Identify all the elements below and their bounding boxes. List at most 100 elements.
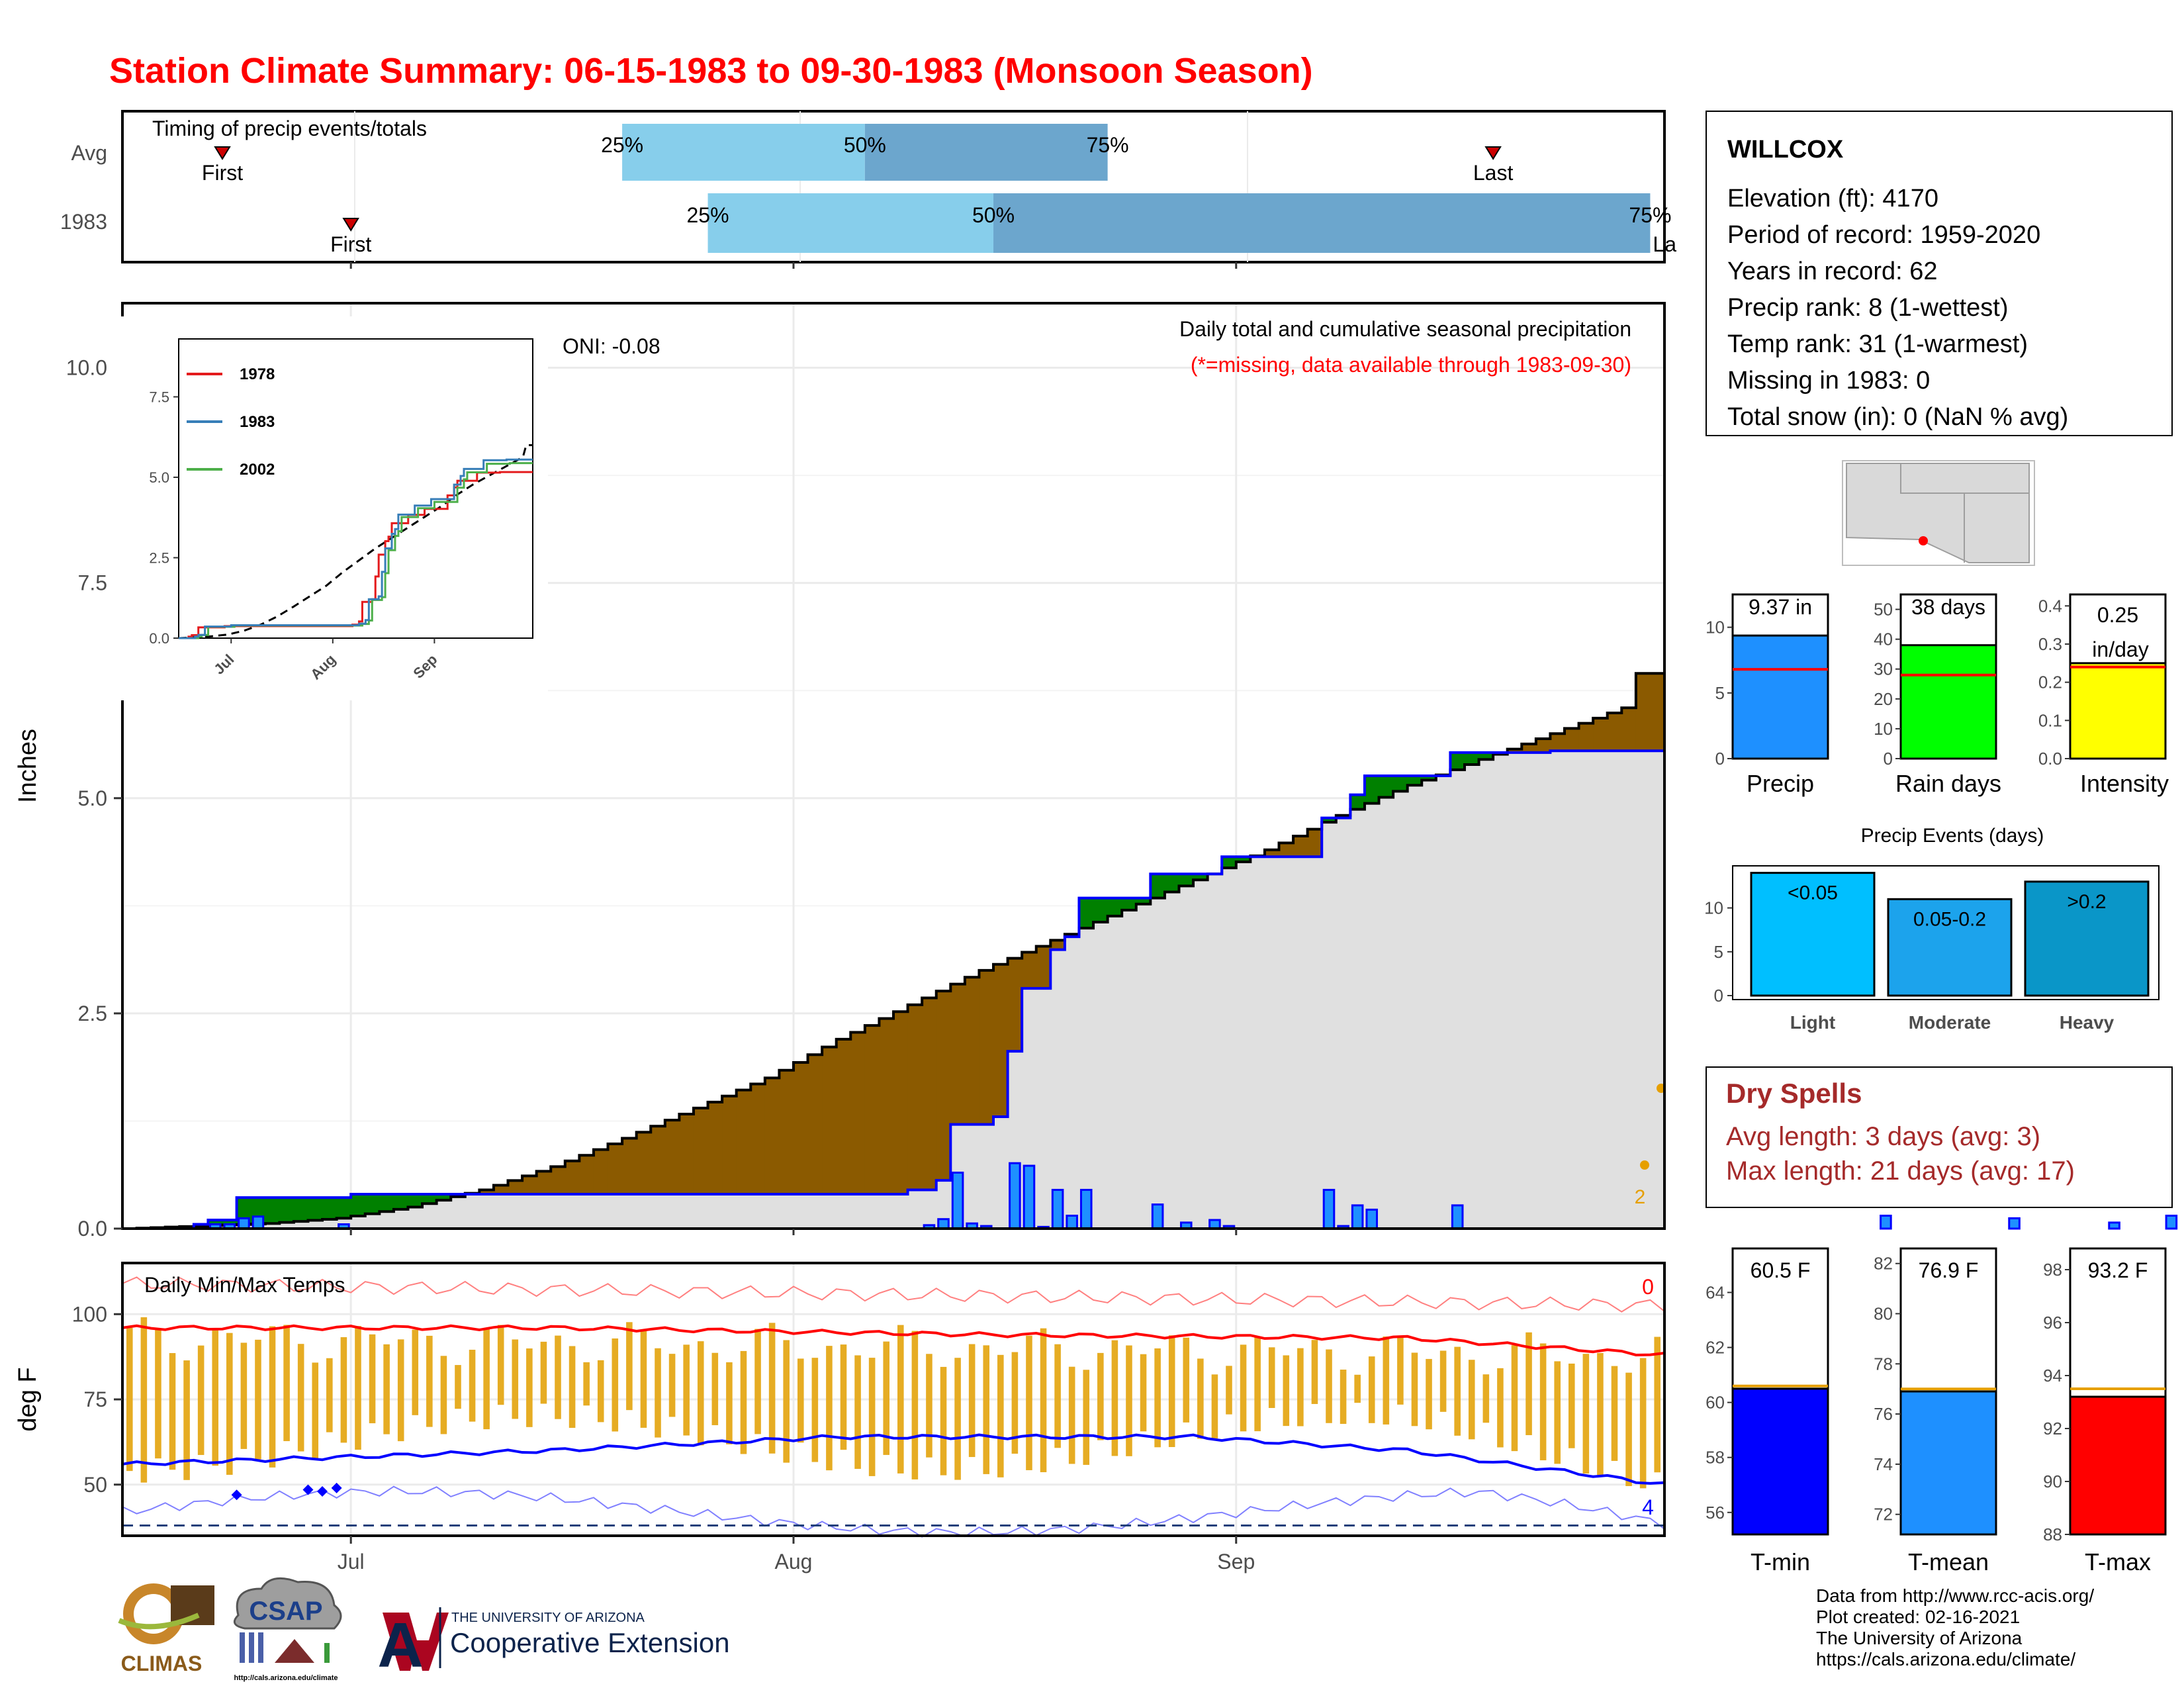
dry-spells-title: Dry Spells (1726, 1078, 1862, 1109)
summary-bar-tick-label: 10 (1874, 719, 1893, 739)
daily-temp-range-bar (369, 1334, 376, 1424)
temp-summary-bar (2069, 1395, 2167, 1536)
temp-summary-tick-label: 98 (2043, 1260, 2062, 1280)
precip-departure-area (993, 964, 1009, 1117)
cumulative-1983-line (122, 749, 1664, 1230)
precip-departure-area (1479, 752, 1494, 760)
daily-temp-range-bar (1226, 1366, 1232, 1415)
temp-summary-tick-label: 90 (2043, 1472, 2062, 1491)
precip-departure-area (1079, 898, 1094, 929)
temp-summary-value: 60.5 F (1751, 1258, 1811, 1282)
precip-departure-area (664, 1120, 680, 1194)
station-info-line: Period of record: 1959-2020 (1727, 221, 2040, 249)
daily-precip-bar (1365, 1208, 1379, 1230)
daily-temp-range-bar (1211, 1374, 1218, 1438)
temp-summary-tick-label: 92 (2043, 1419, 2062, 1438)
daily-temp-range-bar (840, 1344, 847, 1450)
daily-temp-range-bar (312, 1362, 319, 1459)
daily-temp-range-bar (397, 1339, 404, 1442)
events-title: Precip Events (days) (1861, 825, 2044, 847)
precip-departure-area (293, 1197, 309, 1222)
daily-temp-range-bar (183, 1360, 190, 1480)
precip-rank-marker (1640, 1160, 1649, 1170)
daily-temp-range-bar (1297, 1348, 1304, 1427)
precip-departure-area (1022, 952, 1037, 989)
precip-departure-area (950, 984, 966, 1125)
daily-temp-range-bar (1140, 1354, 1147, 1432)
summary-bar-tick-label: 50 (1874, 600, 1893, 620)
record-max-line (122, 1276, 1665, 1313)
daily-temp-range-bar (455, 1365, 461, 1409)
timing-p50-label: 50% (844, 133, 886, 157)
summary-bar (1899, 644, 1997, 760)
daily-temp-range-bar (1397, 1337, 1404, 1405)
daily-temp-range-bar (383, 1344, 390, 1434)
timing-p75-label: 75% (1087, 133, 1129, 157)
events-bar-label: Light (1790, 1012, 1835, 1033)
precip-departure-area (850, 1032, 866, 1194)
daily-temp-range-bar (783, 1340, 790, 1463)
precip-departure-area (1279, 843, 1294, 857)
events-bar-label: Moderate (1909, 1012, 1991, 1033)
daily-temp-range-bar (212, 1330, 219, 1466)
temp-count-min: 4 (1642, 1495, 1654, 1519)
timing-p50-label: 50% (972, 203, 1015, 227)
daily-temp-range-bar (1168, 1335, 1175, 1448)
precip-departure-area (1050, 940, 1066, 950)
credit-line: https://cals.arizona.edu/climate/ (1816, 1649, 2075, 1669)
timing-first-label: First (202, 161, 243, 185)
temp-summary-label: T-mean (1908, 1548, 1989, 1575)
precip-departure-area (1093, 898, 1109, 923)
daily-precip-bar (1051, 1188, 1064, 1230)
timing-row-avg-label: Avg (71, 141, 107, 165)
daily-temp-range-bar (1426, 1358, 1432, 1430)
daily-temp-range-bar (1340, 1370, 1347, 1424)
daily-temp-range-bar (1368, 1356, 1375, 1423)
timing-first-label: First (330, 232, 371, 256)
daily-temp-range-bar (655, 1348, 661, 1438)
daily-temp-range-bar (1268, 1347, 1275, 1408)
daily-temp-range-bar (711, 1352, 719, 1425)
daily-temp-range-bar (883, 1341, 889, 1455)
temp-summary-bar (1731, 1387, 1829, 1536)
month-tick-label: Aug (775, 1550, 813, 1573)
timing-first-marker (214, 146, 231, 160)
precip-departure-area (1264, 849, 1280, 857)
arizona-locator-map (1842, 460, 2035, 566)
daily-temp-range-bar (926, 1354, 933, 1458)
precip-departure-area (893, 1011, 909, 1194)
daily-temp-range-bar (569, 1346, 576, 1429)
precip-departure-area (508, 1180, 523, 1194)
precip-departure-area (879, 1018, 894, 1194)
daily-precip-bar (1351, 1204, 1364, 1230)
daily-temp-range-bar (797, 1358, 804, 1443)
timing-p25-label: 25% (687, 203, 729, 227)
temp-title: Daily Min/Max Temps (144, 1273, 345, 1297)
oni-value: ONI: -0.08 (563, 334, 660, 358)
credit-line: Data from http://www.rcc-acis.org/ (1816, 1585, 2094, 1606)
precip-departure-area (1107, 898, 1122, 916)
precip-ytick-label: 2.5 (78, 1002, 107, 1025)
ua-small-text: THE UNIVERSITY OF ARIZONA (451, 1611, 645, 1625)
summary-bar-tick-label: 0.2 (2038, 673, 2062, 692)
daily-temp-range-bar (940, 1366, 947, 1476)
precip-departure-area (265, 1197, 280, 1224)
daily-temp-range-bar (283, 1325, 290, 1442)
month-tick-label: Jul (338, 1550, 365, 1573)
summary-bar-tick-label: 40 (1874, 630, 1893, 649)
precip-departure-area (408, 1194, 423, 1207)
events-tick-label: 0 (1714, 986, 1723, 1006)
summary-bar-tick-label: 10 (1706, 618, 1725, 637)
precip-departure-area (707, 1102, 723, 1194)
daily-temp-range-bar (269, 1326, 276, 1468)
record-low-marker (331, 1482, 342, 1493)
dry-spells-avg: Avg length: 3 days (avg: 3) (1726, 1122, 2040, 1151)
precip-departure-area (1122, 898, 1137, 910)
temp-summary-tick-label: 88 (2043, 1524, 2062, 1544)
daily-temp-range-bar (1240, 1344, 1247, 1432)
temp-summary-tick-label: 96 (2043, 1313, 2062, 1333)
precip-events-panel: Precip Events (days) 0 5 10 <0.05 Light 0.05-… (1704, 825, 2160, 1033)
precip-departure-area (536, 1171, 551, 1194)
daily-temp-range-bar (240, 1342, 248, 1449)
daily-temp-range-bar (1097, 1352, 1104, 1440)
